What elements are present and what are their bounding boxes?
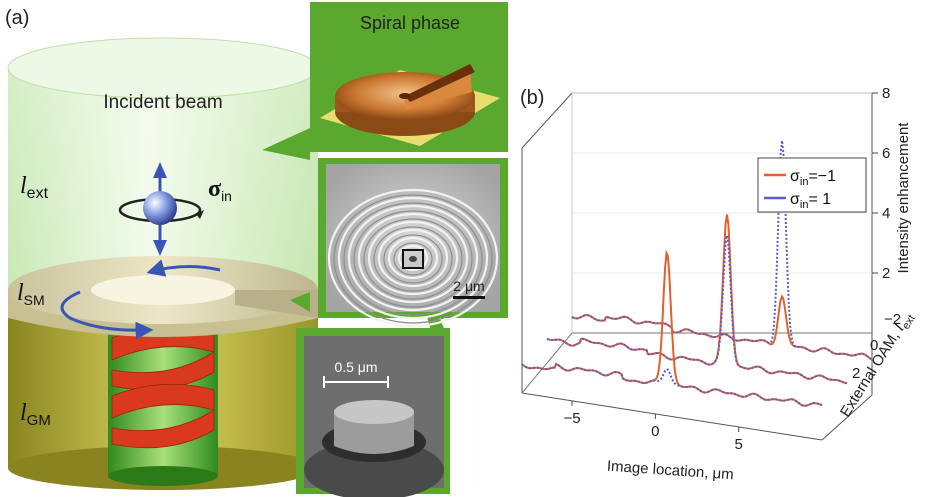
y-tick-label: 6 xyxy=(882,145,890,162)
series-line xyxy=(521,362,823,407)
chart-floor xyxy=(521,332,872,394)
scale-bar-rings: 2 μm xyxy=(453,278,484,294)
l-ext-label: lext xyxy=(20,173,49,202)
l-gm-label: lGM xyxy=(20,400,51,429)
incident-beam-label: Incident beam xyxy=(103,92,222,113)
y-tick-label: 2 xyxy=(882,265,890,282)
photon-spin-icon xyxy=(118,162,204,256)
panel-a-label: (a) xyxy=(5,7,29,29)
incident-beam-cylinder xyxy=(7,37,319,306)
x-axis-label: Image location, μm xyxy=(606,458,734,484)
scale-bar-pillar: 0.5 μm xyxy=(334,359,377,375)
panel-b-label: (b) xyxy=(520,87,544,109)
chart-legend: σin=−1 σin= 1 xyxy=(757,157,867,213)
callout-wedge xyxy=(262,128,310,160)
callout-wedge xyxy=(290,292,310,312)
spiral-phase-title: Spiral phase xyxy=(360,13,460,33)
legend-item-1: σin=−1 xyxy=(790,168,836,188)
series-line xyxy=(546,214,848,385)
series-line xyxy=(571,140,873,361)
x-tick-label: −5 xyxy=(563,410,580,427)
x-tick-label: 5 xyxy=(734,436,742,453)
legend-item-2: σin= 1 xyxy=(790,191,831,211)
z-axis-label: External OAM, lext xyxy=(837,309,918,422)
z-tick-label: −2 xyxy=(884,311,901,328)
z-tick-label: 0 xyxy=(870,337,878,354)
sm-arrow-icon xyxy=(60,290,154,340)
inset-sem-rings: 2 μm xyxy=(318,158,508,328)
z-tick-label: 2 xyxy=(852,365,860,382)
inset-sem-pillar: 0.5 μm xyxy=(296,328,450,497)
red-helix-icon xyxy=(111,325,215,449)
sigma-in-label: σin xyxy=(208,176,232,204)
x-tick-label: 0 xyxy=(651,423,659,440)
sm-arrow-icon xyxy=(146,259,221,277)
y-axis-label: Intensity enhancement xyxy=(895,122,912,274)
y-tick-label: 4 xyxy=(882,205,890,222)
l-sm-label: lSM xyxy=(17,280,45,308)
chart-floor xyxy=(821,394,873,441)
y-tick-label: 8 xyxy=(882,85,890,102)
inset-spiral-phase: Spiral phase xyxy=(310,2,508,152)
series-line xyxy=(546,235,848,385)
